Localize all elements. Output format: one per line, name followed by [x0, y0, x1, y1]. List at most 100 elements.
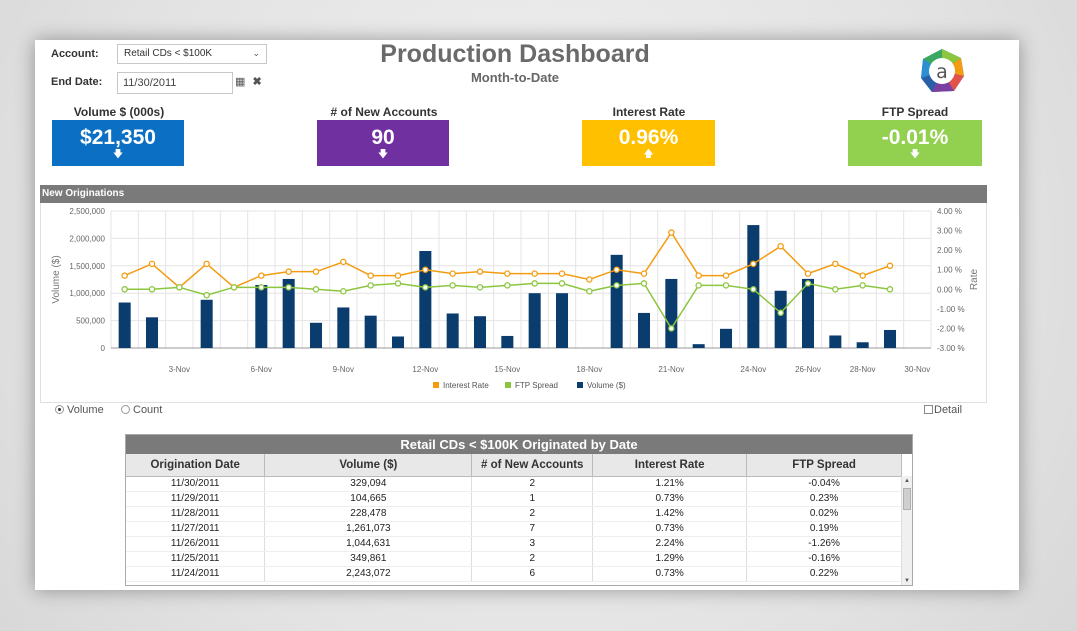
volume-bar	[501, 335, 514, 348]
volume-bar	[391, 336, 405, 348]
cell-rate: 1.42%	[592, 506, 748, 522]
ftp-spread-point	[422, 284, 429, 291]
table-row[interactable]: 11/24/2011 2,243,072 6 0.73% 0.22%	[126, 566, 902, 582]
cell-rate: 0.73%	[592, 566, 748, 582]
y2-tick-label: -1.00 %	[937, 305, 965, 314]
interest-rate-point	[722, 272, 730, 279]
kpi-rate-tile[interactable]: 0.96% 🡅	[582, 120, 715, 166]
volume-bar	[610, 254, 623, 348]
y-tick-label: 2,000,000	[69, 234, 105, 243]
scroll-down-icon[interactable]: ▼	[904, 578, 910, 584]
interest-rate-point	[121, 272, 128, 279]
ftp-spread-point	[531, 280, 538, 287]
table-row[interactable]: 11/27/2011 1,261,073 7 0.73% 0.19%	[126, 521, 902, 537]
cell-rate: 0.73%	[592, 491, 748, 507]
volume-bar	[145, 317, 159, 348]
count-radio[interactable]: Count	[121, 404, 162, 416]
cell-volume: 1,261,073	[264, 521, 473, 537]
cell-accounts: 2	[471, 506, 594, 522]
interest-rate-point	[668, 229, 675, 236]
interest-rate-point	[504, 270, 511, 277]
calendar-icon[interactable]: ▦	[235, 76, 246, 88]
col-header-origination-date[interactable]: Origination Date	[126, 454, 266, 477]
x-tick-label: 3-Nov	[169, 365, 190, 374]
table-row[interactable]: 11/29/2011 104,665 1 0.73% 0.23%	[126, 491, 902, 507]
account-select-value: Retail CDs < $100K	[124, 48, 213, 59]
interest-rate-point	[476, 268, 484, 275]
kpi-volume-label: Volume $ (000s)	[73, 105, 165, 119]
ftp-spread-point	[640, 280, 648, 287]
interest-rate-point	[340, 258, 347, 266]
volume-bar	[801, 278, 815, 348]
col-header-interest-rate[interactable]: Interest Rate	[592, 454, 748, 477]
volume-radio[interactable]: Volume	[55, 404, 104, 416]
ftp-spread-point	[476, 284, 484, 291]
y2-tick-label: 2.00 %	[937, 246, 962, 255]
interest-rate-point	[258, 272, 265, 279]
volume-bar	[337, 307, 350, 348]
chart-frame: 2,500,000 2,000,000 1,500,000 1,000,000 500,…	[40, 203, 987, 403]
ftp-spread-point	[777, 309, 784, 317]
page-subtitle: Month-to-Date	[470, 70, 560, 85]
cell-accounts: 6	[471, 566, 594, 582]
kpi-volume-tile[interactable]: $21,350 🡇	[52, 120, 184, 166]
volume-bar	[774, 290, 787, 348]
kpi-ftp-tile[interactable]: -0.01% 🡇	[848, 120, 982, 166]
col-header-new-accounts[interactable]: # of New Accounts	[471, 454, 594, 477]
col-header-ftp-spread[interactable]: FTP Spread	[746, 454, 902, 477]
x-tick-label: 6-Nov	[251, 365, 272, 374]
account-label: Account:	[51, 48, 99, 60]
volume-bar	[637, 312, 651, 348]
interest-rate-point	[312, 268, 320, 275]
y2-tick-label: 4.00 %	[937, 207, 962, 216]
kpi-rate-label: Interest Rate	[612, 105, 686, 119]
cell-rate: 1.29%	[592, 551, 748, 567]
legend-label: Interest Rate	[443, 381, 489, 390]
volume-bar	[118, 302, 131, 348]
legend-label: FTP Spread	[515, 381, 558, 390]
cell-ftp: -1.26%	[746, 536, 902, 552]
volume-bar	[200, 299, 213, 348]
y2-tick-label: 0.00 %	[937, 285, 962, 294]
col-header-volume[interactable]: Volume ($)	[264, 454, 473, 477]
table-title: Retail CDs < $100K Originated by Date	[126, 435, 912, 454]
app-logo: a	[921, 49, 964, 92]
account-select[interactable]: Retail CDs < $100K ⌄	[117, 44, 267, 64]
ftp-spread-point	[558, 280, 566, 287]
table-row[interactable]: 11/28/2011 228,478 2 1.42% 0.02%	[126, 506, 902, 522]
table-row[interactable]: 11/30/2011 329,094 2 1.21% -0.04%	[126, 476, 902, 492]
table-row[interactable]: 11/25/2011 349,861 2 1.29% -0.16%	[126, 551, 902, 567]
arrow-down-icon: 🡇	[112, 149, 124, 160]
table-scrollbar[interactable]: ▲ ▼	[901, 476, 912, 585]
radio-selected-icon	[55, 405, 64, 414]
cell-volume: 104,665	[264, 491, 473, 507]
x-tick-label: 30-Nov	[904, 365, 930, 374]
cell-date: 11/24/2011	[126, 566, 266, 582]
x-tick-label: 21-Nov	[658, 365, 684, 374]
y-tick-label: 0	[101, 344, 106, 353]
originations-table: Retail CDs < $100K Originated by Date Or…	[125, 434, 913, 586]
volume-bar	[829, 335, 842, 348]
ftp-spread-point	[121, 286, 128, 293]
kpi-ftp-value: -0.01%	[881, 126, 949, 149]
volume-bar	[282, 278, 295, 348]
detail-checkbox[interactable]: Detail	[924, 404, 962, 416]
y-tick-label: 500,000	[76, 317, 105, 326]
interest-rate-point	[558, 270, 566, 277]
volume-bar	[665, 278, 678, 348]
scroll-up-icon[interactable]: ▲	[904, 478, 910, 484]
cell-date: 11/28/2011	[126, 506, 266, 522]
page-title: Production Dashboard	[380, 40, 650, 68]
clear-icon[interactable]: ✖	[252, 76, 262, 88]
cell-ftp: 0.22%	[746, 566, 902, 582]
radio-unselected-icon	[121, 405, 130, 414]
table-row[interactable]: 11/26/2011 1,044,631 3 2.24% -1.26%	[126, 536, 902, 552]
y-tick-label: 2,500,000	[69, 207, 105, 216]
end-date-input[interactable]: 11/30/2011	[117, 72, 233, 94]
scroll-thumb[interactable]	[903, 488, 911, 510]
ftp-spread-point	[832, 286, 839, 293]
kpi-accounts-tile[interactable]: 90 🡇	[317, 120, 449, 166]
legend-swatch	[433, 382, 439, 388]
checkbox-icon	[924, 405, 933, 414]
volume-bar	[364, 315, 377, 348]
